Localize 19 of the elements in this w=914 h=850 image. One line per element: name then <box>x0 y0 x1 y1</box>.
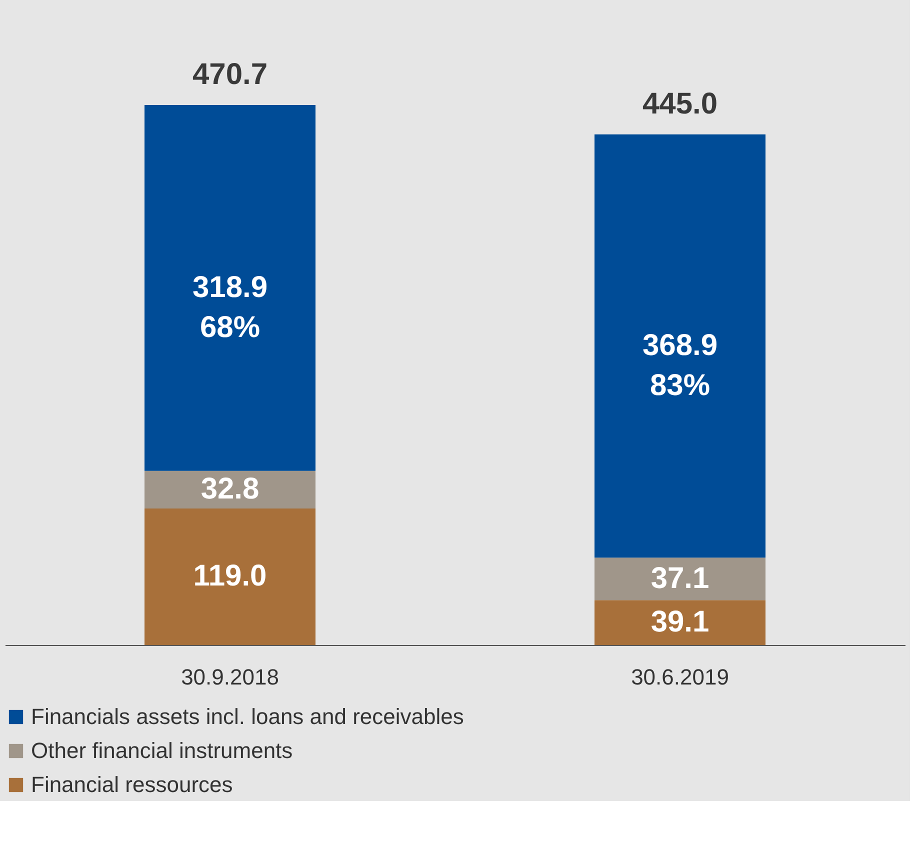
data-label: 39.1 <box>650 606 710 639</box>
x-tick-label: 30.6.2019 <box>631 664 729 690</box>
bar <box>594 600 766 645</box>
data-label: 119.0 <box>193 560 267 593</box>
data-label: 318.9 68% <box>192 270 268 344</box>
bar <box>594 134 766 558</box>
bar <box>594 558 766 600</box>
bar <box>144 105 316 471</box>
data-label: 368.9 83% <box>642 328 718 402</box>
bar <box>144 470 316 508</box>
data-label: 32.8 <box>200 472 260 506</box>
legend-label: Other financial instruments <box>31 738 293 763</box>
legend-label: Financial ressources <box>31 772 233 797</box>
total-label: 470.7 <box>192 58 268 91</box>
bar <box>144 508 316 645</box>
x-tick-label: 30.9.2018 <box>181 664 279 690</box>
data-label: 37.1 <box>650 562 710 595</box>
legend-label: Financials assets incl. loans and receivables <box>31 704 464 729</box>
total-label: 445.0 <box>642 87 718 120</box>
